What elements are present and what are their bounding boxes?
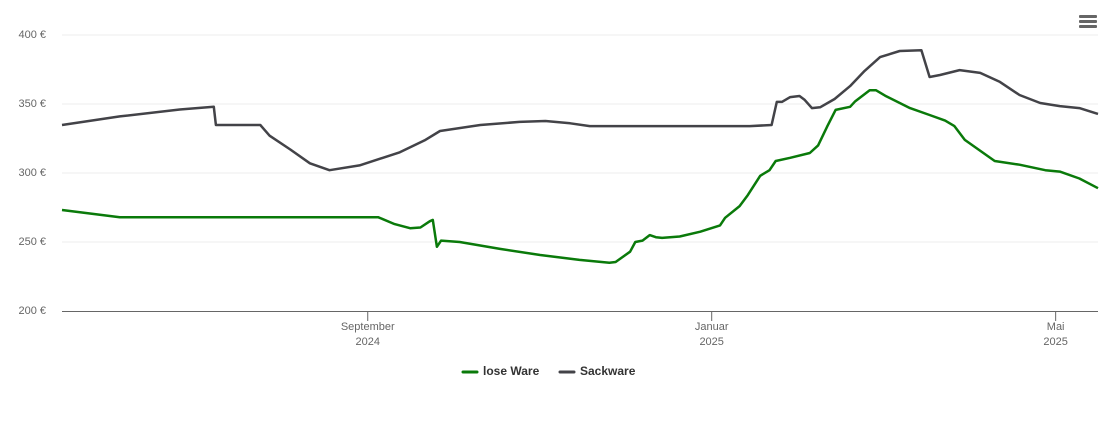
y-tick-label: 350 € (18, 98, 46, 110)
menu-bar (1079, 15, 1097, 18)
menu-button[interactable] (1079, 15, 1097, 28)
x-tick-year: 2025 (699, 336, 723, 348)
legend-text[interactable]: Sackware (580, 364, 636, 378)
x-tick-label: Januar (695, 321, 729, 333)
legend-text[interactable]: lose Ware (483, 364, 540, 378)
x-tick-year: 2025 (1043, 336, 1067, 348)
y-tick-label: 250 € (18, 236, 46, 248)
y-tick-label: 300 € (18, 167, 46, 179)
line-series (61, 88, 1099, 264)
menu-bar (1079, 25, 1097, 28)
x-tick-year: 2024 (355, 336, 379, 348)
x-tick-label: Mai (1047, 321, 1065, 333)
y-tick-label: 200 € (18, 305, 46, 317)
line-series (61, 48, 1099, 172)
x-tick-label: September (341, 321, 395, 333)
menu-bar (1079, 20, 1097, 23)
y-tick-label: 400 € (18, 29, 46, 41)
